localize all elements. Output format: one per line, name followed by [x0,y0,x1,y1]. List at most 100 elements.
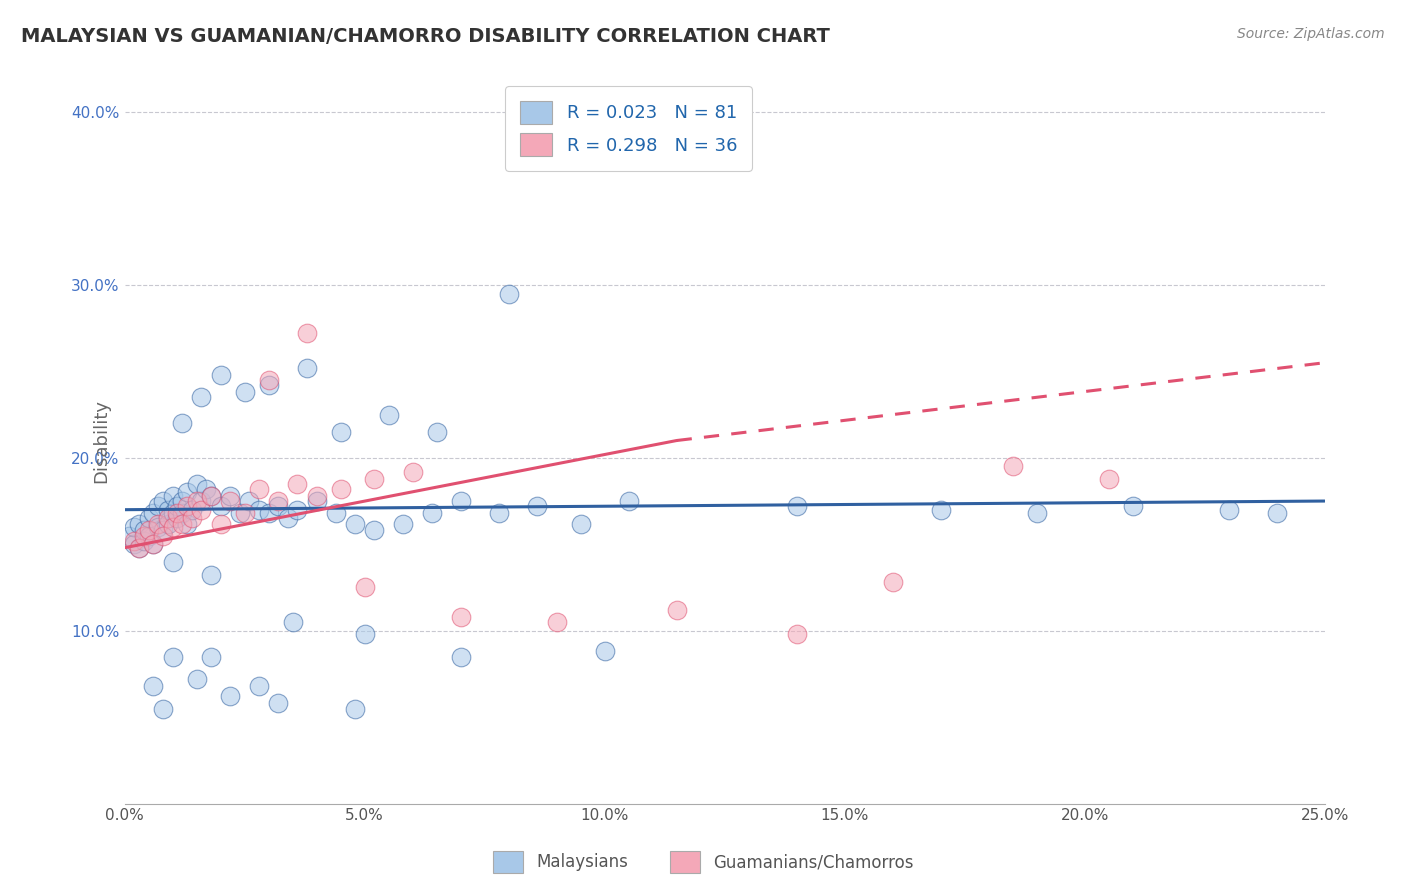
Point [247,482,270,496]
Point [277,511,299,525]
Point [287,502,309,516]
Point [325,506,347,520]
Point [526,500,548,514]
Point [233,506,256,520]
Text: MALAYSIAN VS GUAMANIAN/CHAMORRO DISABILITY CORRELATION CHART: MALAYSIAN VS GUAMANIAN/CHAMORRO DISABILI… [21,27,830,45]
Point [172,506,194,520]
Point [122,533,145,548]
Point [148,516,170,531]
Point [166,500,188,514]
Point [162,520,184,534]
Point [219,690,242,704]
Point [1001,459,1024,474]
Point [128,516,150,531]
Point [162,489,184,503]
Point [200,649,222,664]
Point [786,500,808,514]
Point [176,500,198,514]
Point [257,506,280,520]
Point [176,516,198,531]
Point [401,465,423,479]
Point [363,472,385,486]
Point [200,568,222,582]
Point [142,537,165,551]
Point [148,500,170,514]
Point [498,286,520,301]
Point [176,485,198,500]
Point [142,537,165,551]
Point [1218,502,1240,516]
Point [238,494,260,508]
Point [156,511,179,525]
Y-axis label: Disability: Disability [93,399,111,483]
Point [229,506,252,520]
Point [156,516,179,531]
Point [392,516,415,531]
Point [122,520,145,534]
Point [122,537,145,551]
Point [132,524,155,538]
Point [426,425,449,439]
Point [267,494,290,508]
Point [287,476,309,491]
Point [882,575,904,590]
Point [1122,500,1144,514]
Point [329,482,352,496]
Point [305,494,328,508]
Point [148,520,170,534]
Point [488,506,510,520]
Point [209,368,232,382]
Point [190,502,212,516]
Point [190,390,212,404]
Point [665,603,688,617]
Point [305,489,328,503]
Legend: R = 0.023   N = 81, R = 0.298   N = 36: R = 0.023 N = 81, R = 0.298 N = 36 [505,87,752,170]
Point [162,506,184,520]
Point [353,581,375,595]
Point [142,506,165,520]
Point [267,696,290,710]
Point [190,494,212,508]
Point [186,476,208,491]
Point [209,516,232,531]
Point [132,528,155,542]
Point [156,502,179,516]
Point [172,516,194,531]
Point [162,649,184,664]
Point [569,516,592,531]
Point [138,524,160,538]
Point [929,502,952,516]
Point [172,494,194,508]
Point [420,506,443,520]
Point [257,373,280,387]
Point [786,627,808,641]
Point [219,489,242,503]
Point [209,500,232,514]
Point [152,528,174,542]
Point [166,511,188,525]
Point [142,679,165,693]
Point [152,524,174,538]
Point [138,511,160,525]
Point [295,326,318,341]
Point [186,494,208,508]
Point [353,627,375,641]
Point [363,524,385,538]
Point [200,489,222,503]
Point [233,385,256,400]
Point [450,610,472,624]
Point [152,494,174,508]
Point [1097,472,1119,486]
Point [172,416,194,430]
Point [593,644,616,658]
Point [281,615,304,629]
Point [138,528,160,542]
Point [257,378,280,392]
Point [166,506,188,520]
Point [377,408,399,422]
Point [450,494,472,508]
Text: Source: ZipAtlas.com: Source: ZipAtlas.com [1237,27,1385,41]
Point [180,502,202,516]
Point [219,494,242,508]
Point [1025,506,1047,520]
